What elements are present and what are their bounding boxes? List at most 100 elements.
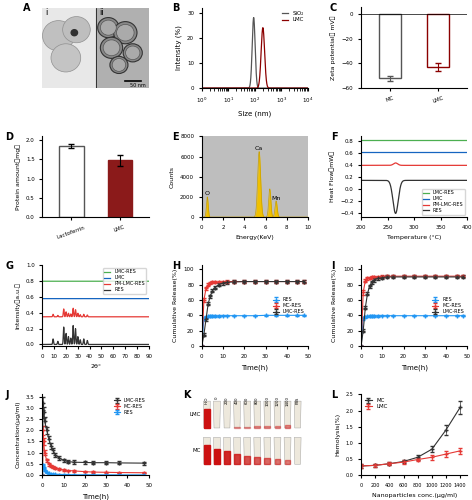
Y-axis label: Cumulative Release(%): Cumulative Release(%) (173, 269, 178, 342)
Legend: LMC-RES, MC-RES, RES: LMC-RES, MC-RES, RES (113, 397, 146, 415)
Polygon shape (213, 438, 220, 464)
Text: K: K (183, 390, 190, 400)
Y-axis label: Hemolysis(%): Hemolysis(%) (335, 413, 340, 457)
Bar (59, 146, 84, 217)
Text: G: G (5, 260, 13, 270)
Text: H₂O: H₂O (205, 396, 209, 404)
Polygon shape (214, 449, 220, 464)
Y-axis label: Protein amount（mg）: Protein amount（mg） (15, 144, 21, 210)
Polygon shape (244, 438, 251, 464)
Polygon shape (284, 438, 291, 464)
Polygon shape (275, 459, 280, 464)
Legend: RES, MC-RES, LMC-RES: RES, MC-RES, LMC-RES (272, 296, 305, 315)
Polygon shape (294, 438, 301, 464)
Polygon shape (234, 454, 240, 464)
Polygon shape (254, 426, 260, 428)
Polygon shape (254, 438, 261, 464)
X-axis label: Time(h): Time(h) (82, 493, 109, 500)
Text: 0: 0 (215, 396, 219, 399)
Text: C: C (329, 2, 337, 12)
Circle shape (112, 58, 126, 71)
Text: I: I (331, 260, 335, 270)
Bar (428, 14, 449, 67)
Polygon shape (203, 438, 211, 464)
Legend: SiO₂, LMC: SiO₂, LMC (280, 10, 305, 24)
Y-axis label: Zeta potential（ mV）: Zeta potential（ mV） (331, 16, 336, 80)
Polygon shape (294, 401, 301, 428)
Polygon shape (204, 445, 210, 464)
Circle shape (71, 30, 77, 36)
Text: E: E (172, 132, 179, 141)
Polygon shape (224, 401, 230, 428)
Text: B: B (172, 2, 179, 12)
Text: PBS: PBS (295, 396, 300, 404)
X-axis label: Time(h): Time(h) (401, 364, 428, 370)
Circle shape (114, 22, 137, 44)
Y-axis label: Cumulative Release(%): Cumulative Release(%) (332, 269, 337, 342)
Text: 400: 400 (235, 396, 239, 404)
Text: A: A (23, 2, 31, 12)
Text: Ca: Ca (255, 146, 263, 150)
Y-axis label: Counts: Counts (169, 166, 175, 188)
Polygon shape (264, 426, 270, 428)
Text: Mn: Mn (271, 196, 281, 201)
Polygon shape (284, 401, 291, 428)
Polygon shape (213, 401, 220, 428)
Circle shape (101, 20, 116, 35)
Circle shape (98, 18, 119, 38)
Polygon shape (244, 401, 251, 428)
X-axis label: Energy(KeV): Energy(KeV) (236, 236, 274, 240)
Text: 600: 600 (245, 396, 249, 404)
Polygon shape (234, 438, 241, 464)
Y-axis label: Concentration(μg/ml): Concentration(μg/ml) (16, 401, 21, 468)
X-axis label: Size (nm): Size (nm) (238, 110, 271, 117)
Circle shape (63, 16, 90, 43)
X-axis label: Nanoparticles conc.(μg/ml): Nanoparticles conc.(μg/ml) (371, 493, 457, 498)
Circle shape (110, 56, 128, 74)
Text: 200: 200 (225, 396, 229, 404)
Text: ii: ii (99, 8, 103, 16)
Legend: LMC-RES, LMC, PM-LMC-RES, RES: LMC-RES, LMC, PM-LMC-RES, RES (421, 189, 465, 214)
Circle shape (117, 24, 134, 41)
Bar (95, 8, 149, 88)
Polygon shape (254, 456, 260, 464)
Polygon shape (274, 438, 281, 464)
Circle shape (51, 44, 81, 72)
Polygon shape (274, 401, 281, 428)
Circle shape (42, 20, 75, 51)
Y-axis label: Heat Flow（mW）: Heat Flow（mW） (329, 151, 335, 203)
Text: 800: 800 (255, 396, 259, 404)
Text: 1200: 1200 (275, 396, 279, 406)
Polygon shape (224, 452, 230, 464)
Polygon shape (264, 438, 271, 464)
Polygon shape (244, 427, 250, 428)
Y-axis label: Intensity（a.u.）: Intensity（a.u.） (15, 282, 21, 329)
Legend: LMC-RES, LMC, PM-LMC-RES, RES: LMC-RES, LMC, PM-LMC-RES, RES (103, 268, 146, 293)
Text: J: J (5, 390, 9, 400)
Circle shape (101, 37, 123, 58)
Polygon shape (254, 401, 261, 428)
X-axis label: 2θ°: 2θ° (90, 364, 101, 369)
Polygon shape (264, 401, 271, 428)
Text: MC: MC (193, 448, 201, 454)
Legend: RES, MC-RES, LMC-RES: RES, MC-RES, LMC-RES (431, 296, 465, 315)
X-axis label: Temperature (°C): Temperature (°C) (387, 236, 441, 240)
Text: F: F (331, 132, 338, 141)
Polygon shape (244, 456, 250, 464)
Text: 1400: 1400 (286, 396, 289, 406)
Polygon shape (264, 458, 270, 464)
Bar (42, 8, 95, 88)
Polygon shape (285, 425, 290, 428)
Polygon shape (203, 401, 211, 428)
Text: LMC: LMC (189, 412, 201, 417)
Text: O: O (205, 191, 210, 196)
Polygon shape (275, 426, 280, 428)
Y-axis label: Intensity (%): Intensity (%) (175, 26, 182, 70)
Polygon shape (285, 460, 290, 464)
Circle shape (123, 44, 143, 62)
Circle shape (126, 46, 140, 60)
Text: i: i (46, 8, 48, 16)
Circle shape (103, 40, 120, 56)
Text: 50 nm: 50 nm (129, 83, 145, 88)
Bar (379, 14, 401, 78)
